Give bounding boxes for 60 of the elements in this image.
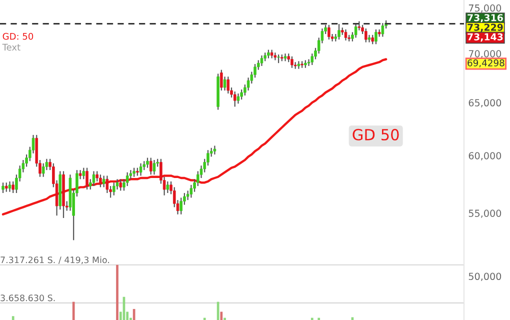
candlestick xyxy=(5,182,8,192)
candlestick xyxy=(82,167,86,180)
candlestick xyxy=(166,180,170,194)
candlestick xyxy=(12,180,14,194)
candlestick xyxy=(102,175,106,188)
text: 73,229 xyxy=(468,24,503,32)
text: 73,316 xyxy=(468,14,503,22)
candlestick xyxy=(213,145,216,156)
bar xyxy=(220,312,223,320)
y-tick-label: 70,000 xyxy=(468,50,502,58)
candlestick xyxy=(236,92,240,104)
bar xyxy=(116,264,118,320)
text: GD 50 xyxy=(352,128,399,140)
annotation: GD: 50 xyxy=(2,32,34,40)
candlestick xyxy=(119,178,122,192)
ref-line-label: 7.317.261 S. / 419,3 Mio. xyxy=(0,256,110,264)
candlestick xyxy=(374,28,378,45)
candlestick xyxy=(240,88,243,100)
y-tick-label: 60,000 xyxy=(468,152,502,160)
candlestick xyxy=(78,170,82,180)
candlestick xyxy=(344,28,348,42)
candlestick xyxy=(106,175,109,194)
candlestick xyxy=(42,162,45,178)
candlestick xyxy=(338,23,340,40)
candlestick xyxy=(368,34,371,43)
text: 69,4298 xyxy=(468,59,504,68)
candlestick xyxy=(146,157,149,168)
bar xyxy=(12,316,14,320)
annotation: Text xyxy=(2,44,20,51)
candlestick xyxy=(99,174,102,188)
candlestick xyxy=(290,56,294,68)
candlestick xyxy=(8,180,12,192)
candlestick xyxy=(139,162,142,176)
candlestick xyxy=(260,54,264,67)
candlestick xyxy=(354,23,358,38)
bar xyxy=(351,317,354,320)
candlestick xyxy=(152,159,156,176)
candlestick xyxy=(86,167,88,190)
y-tick-label: 50,000 xyxy=(468,272,502,281)
ref-line-label: 3.658.630 S. xyxy=(0,294,55,302)
candlestick xyxy=(92,170,96,187)
candlestick xyxy=(364,28,368,43)
candlestick xyxy=(126,172,129,187)
y-tick-label: 75,000 xyxy=(468,4,502,13)
candlestick xyxy=(358,20,361,31)
candlestick xyxy=(226,76,230,94)
candlestick xyxy=(149,157,152,176)
text: 73,143 xyxy=(468,33,503,42)
bar xyxy=(72,302,75,320)
candlestick xyxy=(132,167,136,178)
candlestick xyxy=(223,76,226,92)
candlestick xyxy=(112,182,116,196)
candlestick xyxy=(2,182,4,194)
candlestick xyxy=(328,24,330,40)
candlestick xyxy=(180,197,182,215)
y-tick-label: 65,000 xyxy=(468,99,502,108)
y-tick-label: 55,000 xyxy=(468,210,502,218)
candlestick xyxy=(233,90,236,108)
candlestick xyxy=(381,22,384,38)
candlestick xyxy=(371,34,374,45)
